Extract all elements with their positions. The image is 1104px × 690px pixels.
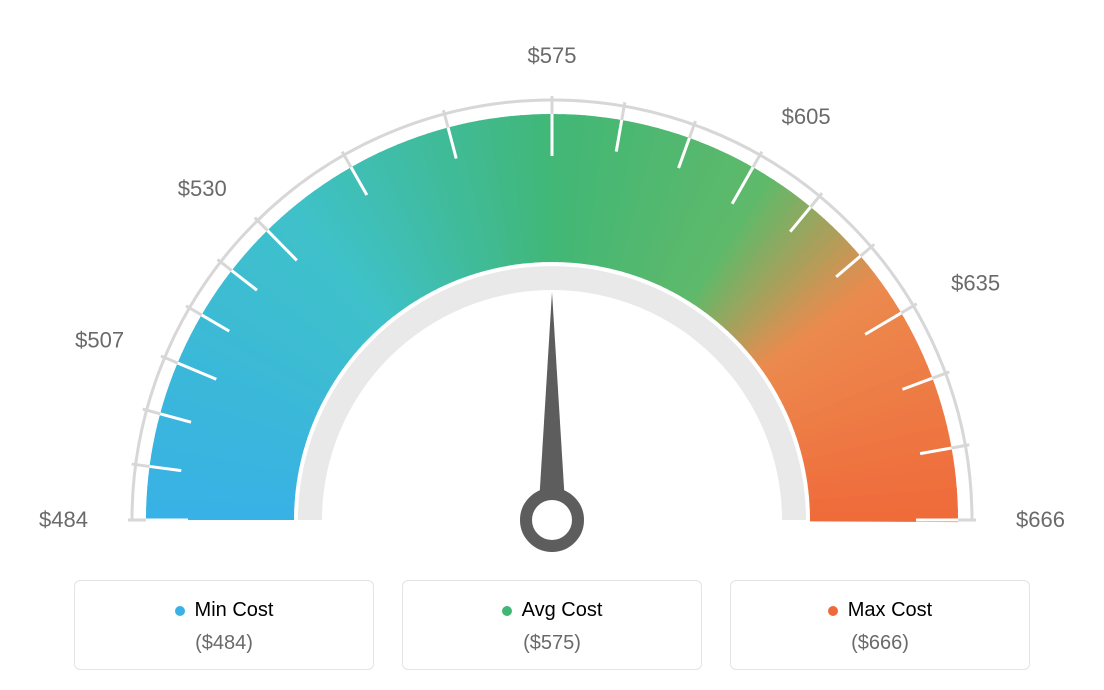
legend-card-min: Min Cost ($484) (74, 580, 374, 670)
legend-label: Max Cost (848, 599, 932, 622)
legend-row: Min Cost ($484) Avg Cost ($575) Max Cost… (0, 580, 1104, 670)
legend-label: Avg Cost (522, 599, 603, 622)
legend-title-max: Max Cost (828, 599, 932, 622)
legend-label: Min Cost (195, 599, 274, 622)
legend-card-max: Max Cost ($666) (730, 580, 1030, 670)
legend-value-max: ($666) (741, 632, 1019, 655)
legend-card-avg: Avg Cost ($575) (402, 580, 702, 670)
legend-value-min: ($484) (85, 632, 363, 655)
legend-title-min: Min Cost (175, 599, 274, 622)
gauge-svg: $484 $507 $530 $575 $605 $635 $666 (0, 0, 1104, 570)
svg-text:$635: $635 (951, 270, 1000, 295)
svg-text:$575: $575 (528, 43, 577, 68)
cost-gauge-chart: $484 $507 $530 $575 $605 $635 $666 Min Cost ($… (0, 0, 1104, 690)
legend-dot-avg (502, 606, 512, 616)
svg-text:$530: $530 (178, 176, 227, 201)
svg-text:$484: $484 (39, 507, 88, 532)
svg-text:$605: $605 (782, 104, 831, 129)
legend-title-avg: Avg Cost (502, 599, 603, 622)
legend-dot-min (175, 606, 185, 616)
svg-text:$666: $666 (1016, 507, 1065, 532)
gauge-area: $484 $507 $530 $575 $605 $635 $666 (0, 0, 1104, 570)
legend-value-avg: ($575) (413, 632, 691, 655)
legend-dot-max (828, 606, 838, 616)
svg-text:$507: $507 (75, 328, 124, 353)
